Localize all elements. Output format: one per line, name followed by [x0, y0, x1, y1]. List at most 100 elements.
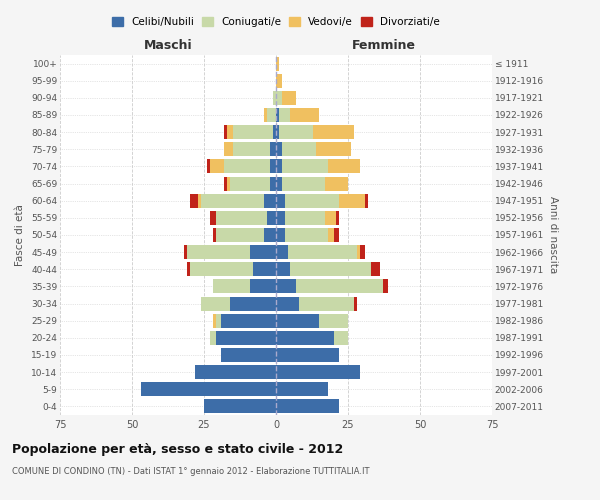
Y-axis label: Anni di nascita: Anni di nascita: [548, 196, 558, 274]
Bar: [187, 245, 250, 259]
Bar: [233, 142, 270, 156]
Bar: [290, 262, 371, 276]
Bar: [282, 160, 328, 173]
Bar: [299, 296, 354, 310]
Bar: [190, 262, 253, 276]
Bar: [337, 211, 340, 225]
Bar: [325, 176, 348, 190]
Bar: [273, 91, 276, 105]
Bar: [276, 56, 279, 70]
Bar: [276, 194, 284, 207]
Bar: [184, 245, 187, 259]
Text: Popolazione per età, sesso e stato civile - 2012: Popolazione per età, sesso e stato civil…: [12, 442, 343, 456]
Bar: [196, 365, 276, 379]
Bar: [276, 160, 282, 173]
Bar: [250, 280, 276, 293]
Bar: [253, 262, 276, 276]
Bar: [328, 160, 359, 173]
Bar: [365, 194, 368, 207]
Bar: [215, 211, 268, 225]
Bar: [210, 331, 215, 345]
Bar: [287, 245, 356, 259]
Text: Maschi: Maschi: [143, 38, 193, 52]
Bar: [276, 74, 282, 88]
Bar: [279, 108, 290, 122]
Bar: [282, 176, 325, 190]
Bar: [276, 125, 279, 139]
Bar: [334, 331, 348, 345]
Bar: [265, 194, 276, 207]
Bar: [340, 194, 365, 207]
Bar: [290, 108, 319, 122]
Bar: [233, 125, 273, 139]
Bar: [215, 314, 221, 328]
Bar: [265, 228, 276, 242]
Bar: [227, 176, 230, 190]
Bar: [276, 365, 359, 379]
Bar: [276, 314, 319, 328]
Bar: [268, 108, 276, 122]
Bar: [215, 228, 265, 242]
Bar: [221, 314, 276, 328]
Bar: [383, 280, 388, 293]
Bar: [224, 125, 227, 139]
Text: Femmine: Femmine: [352, 38, 416, 52]
Bar: [207, 160, 210, 173]
Bar: [276, 142, 282, 156]
Bar: [276, 262, 290, 276]
Bar: [273, 125, 276, 139]
Bar: [356, 245, 359, 259]
Bar: [284, 211, 325, 225]
Bar: [204, 400, 276, 413]
Bar: [224, 142, 233, 156]
Bar: [270, 176, 276, 190]
Bar: [276, 280, 296, 293]
Bar: [140, 382, 276, 396]
Bar: [334, 228, 340, 242]
Bar: [212, 280, 250, 293]
Bar: [265, 108, 268, 122]
Bar: [270, 160, 276, 173]
Bar: [276, 382, 328, 396]
Bar: [325, 211, 337, 225]
Bar: [282, 91, 296, 105]
Bar: [230, 296, 276, 310]
Bar: [282, 142, 316, 156]
Bar: [276, 296, 299, 310]
Bar: [279, 125, 313, 139]
Bar: [221, 348, 276, 362]
Bar: [227, 125, 233, 139]
Bar: [224, 160, 270, 173]
Bar: [212, 314, 215, 328]
Bar: [328, 228, 334, 242]
Bar: [230, 176, 270, 190]
Bar: [354, 296, 356, 310]
Bar: [276, 108, 279, 122]
Bar: [359, 245, 365, 259]
Bar: [296, 280, 383, 293]
Bar: [276, 228, 284, 242]
Bar: [268, 211, 276, 225]
Bar: [319, 314, 348, 328]
Bar: [270, 142, 276, 156]
Legend: Celibi/Nubili, Coniugati/e, Vedovi/e, Divorziati/e: Celibi/Nubili, Coniugati/e, Vedovi/e, Di…: [112, 17, 440, 27]
Bar: [210, 211, 215, 225]
Bar: [371, 262, 380, 276]
Bar: [313, 125, 354, 139]
Bar: [276, 400, 340, 413]
Y-axis label: Fasce di età: Fasce di età: [16, 204, 25, 266]
Bar: [276, 176, 282, 190]
Bar: [201, 194, 265, 207]
Bar: [276, 331, 334, 345]
Bar: [190, 194, 198, 207]
Text: COMUNE DI CONDINO (TN) - Dati ISTAT 1° gennaio 2012 - Elaborazione TUTTITALIA.IT: COMUNE DI CONDINO (TN) - Dati ISTAT 1° g…: [12, 468, 370, 476]
Bar: [215, 331, 276, 345]
Bar: [210, 160, 224, 173]
Bar: [224, 176, 227, 190]
Bar: [212, 228, 215, 242]
Bar: [284, 194, 340, 207]
Bar: [187, 262, 190, 276]
Bar: [201, 296, 230, 310]
Bar: [276, 211, 284, 225]
Bar: [250, 245, 276, 259]
